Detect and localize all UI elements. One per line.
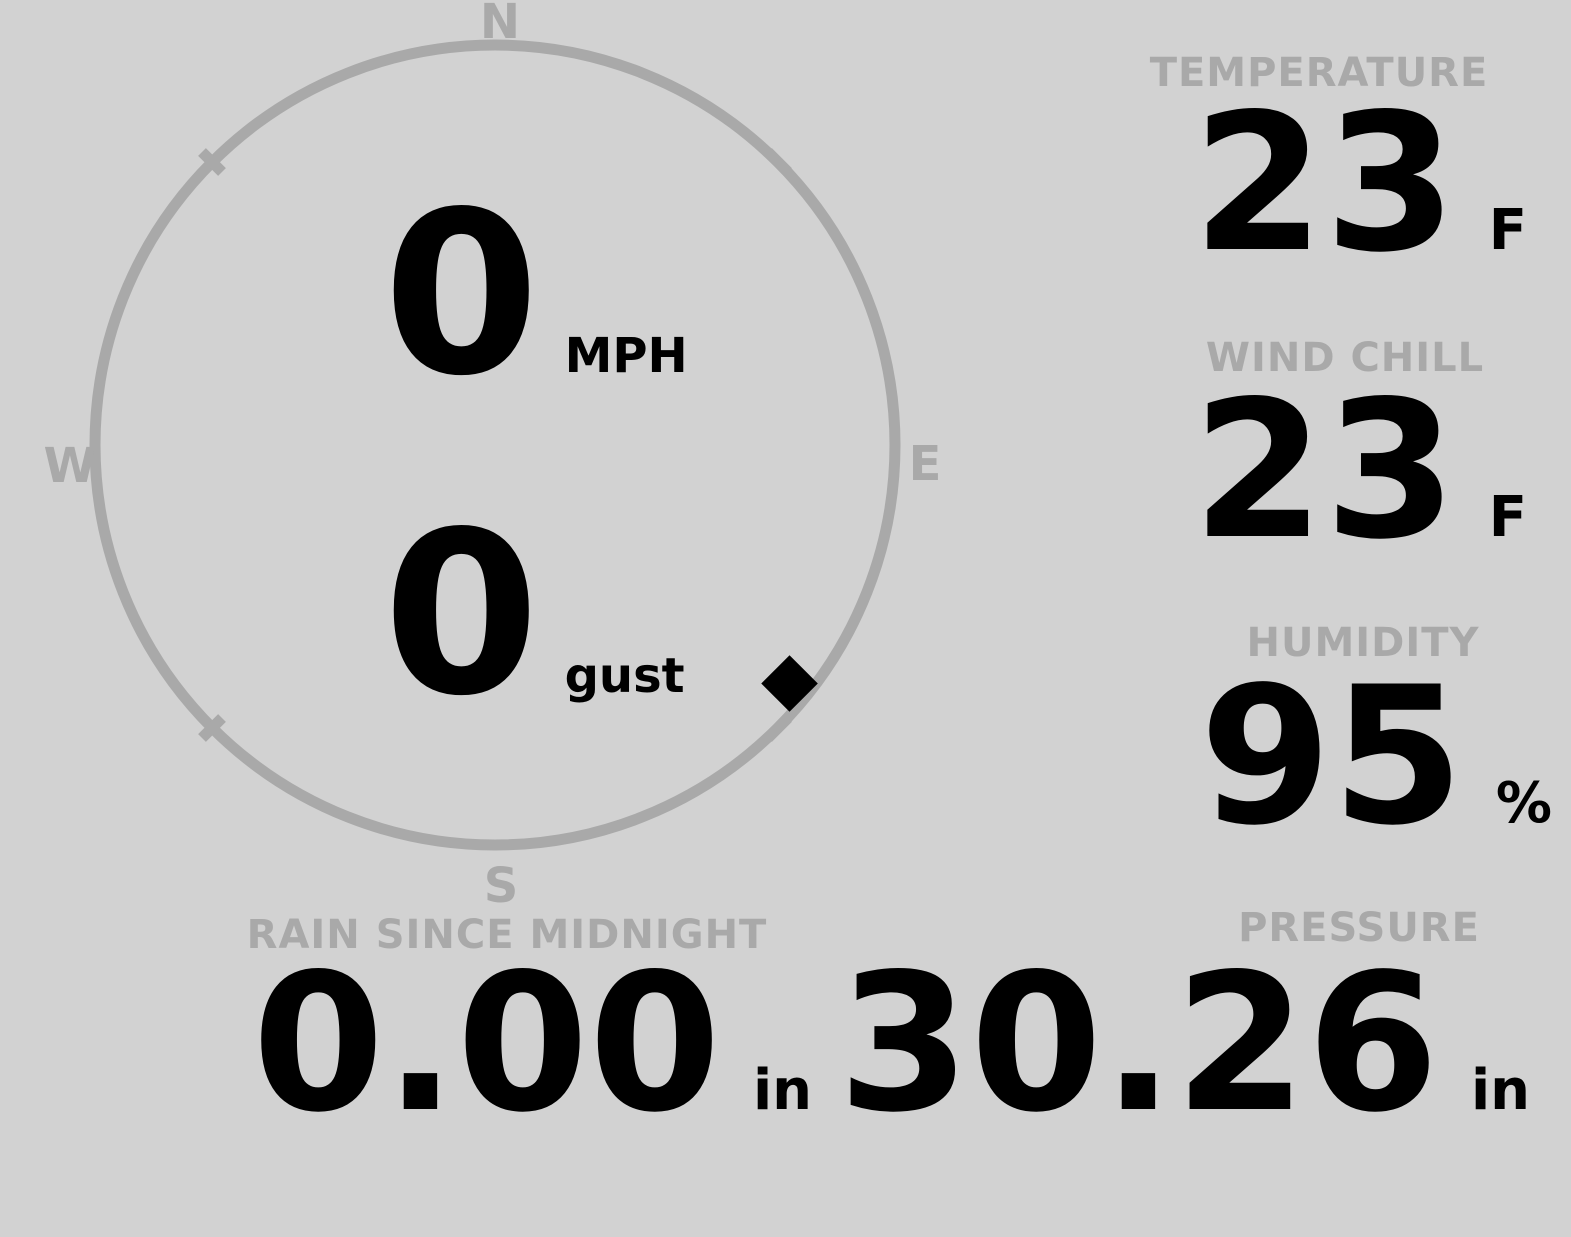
compass-tick-nw	[198, 148, 226, 176]
wind-chill-label: WIND CHILL	[1205, 335, 1485, 381]
temperature-unit: F	[1488, 198, 1527, 263]
pressure-readout: 30.26 in	[838, 949, 1530, 1139]
wind-speed-unit: MPH	[564, 328, 688, 384]
rain-since-midnight-unit: in	[752, 1058, 812, 1123]
compass-label-north: N	[480, 0, 520, 50]
rain-since-midnight-label: RAIN SINCE MIDNIGHT	[246, 912, 768, 958]
wind-gust-value: 0	[383, 484, 540, 746]
compass-tick-sw	[198, 714, 226, 742]
wind-chill-readout: 23 F	[1192, 376, 1527, 566]
rain-since-midnight-readout: 0.00 in	[252, 949, 812, 1139]
humidity-value: 95	[1199, 646, 1464, 867]
wind-chill-unit: F	[1488, 485, 1527, 550]
temperature-label: TEMPERATURE	[1149, 50, 1489, 96]
temperature-readout: 23 F	[1192, 89, 1527, 279]
humidity-label: HUMIDITY	[1246, 620, 1480, 666]
compass-tick-se	[764, 714, 792, 742]
pressure-unit: in	[1470, 1058, 1530, 1123]
compass-tick-ne	[764, 148, 792, 176]
wind-compass: N E S W	[44, 0, 942, 914]
pressure-value: 30.26	[837, 933, 1439, 1154]
compass-label-south: S	[484, 858, 519, 914]
wind-gust-readout: 0 gust	[383, 503, 685, 728]
wind-speed-readout: 0 MPH	[383, 183, 688, 408]
compass-ring	[89, 39, 901, 851]
wind-chill-value: 23	[1192, 360, 1457, 581]
compass-label-west: W	[44, 438, 97, 494]
humidity-readout: 95 %	[1199, 662, 1552, 852]
wind-speed-value: 0	[383, 164, 540, 426]
temperature-value: 23	[1192, 73, 1457, 294]
wind-gust-unit: gust	[564, 648, 685, 704]
wind-direction-marker	[761, 655, 818, 712]
pressure-label: PRESSURE	[1238, 905, 1480, 951]
humidity-unit: %	[1495, 771, 1552, 836]
compass-label-east: E	[909, 436, 942, 492]
rain-since-midnight-value: 0.00	[252, 933, 721, 1154]
